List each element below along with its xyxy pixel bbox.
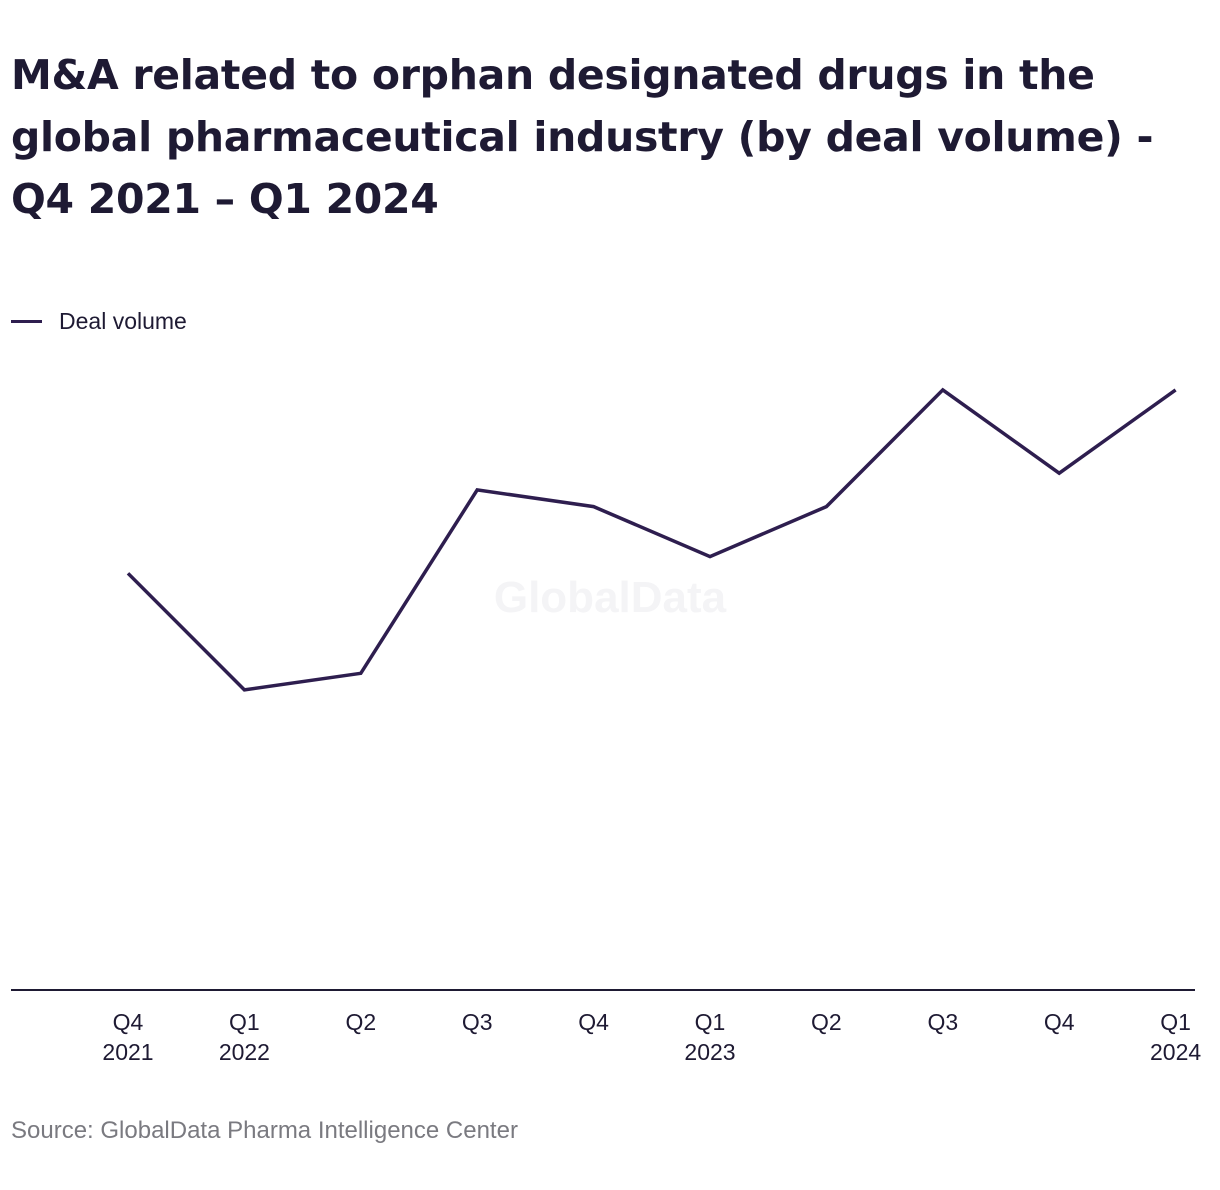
legend-label-deal-volume: Deal volume	[59, 307, 187, 334]
x-tick-label-3: Q3	[462, 1009, 493, 1035]
legend-line-swatch	[11, 319, 42, 323]
x-tick-label-0: Q4 2021	[102, 1009, 153, 1065]
chart-title: M&A related to orphan designated drugs i…	[11, 44, 1201, 230]
x-tick-label-4: Q4	[578, 1009, 609, 1035]
x-tick-label-1: Q1 2022	[219, 1009, 270, 1065]
x-tick-label-6: Q2	[811, 1009, 842, 1035]
chart-legend: Deal volume	[11, 306, 187, 336]
chart-title-line-3: Q4 2021 – Q1 2024	[11, 175, 439, 223]
source-note: Source: GlobalData Pharma Intelligence C…	[11, 1117, 518, 1144]
chart-title-line-1: M&A related to orphan designated drugs i…	[11, 51, 1095, 99]
x-tick-label-7: Q3	[927, 1009, 958, 1035]
series-line-deal-volume	[126, 387, 1177, 692]
chart-title-line-2: global pharmaceutical industry (by deal …	[11, 113, 1154, 161]
x-tick-label-9: Q1 2024	[1150, 1009, 1201, 1065]
x-tick-label-8: Q4	[1044, 1009, 1075, 1035]
watermark-text: GlobalData	[494, 573, 727, 622]
x-tick-label-2: Q2	[345, 1009, 376, 1035]
x-tick-label-5: Q1 2023	[684, 1009, 735, 1065]
